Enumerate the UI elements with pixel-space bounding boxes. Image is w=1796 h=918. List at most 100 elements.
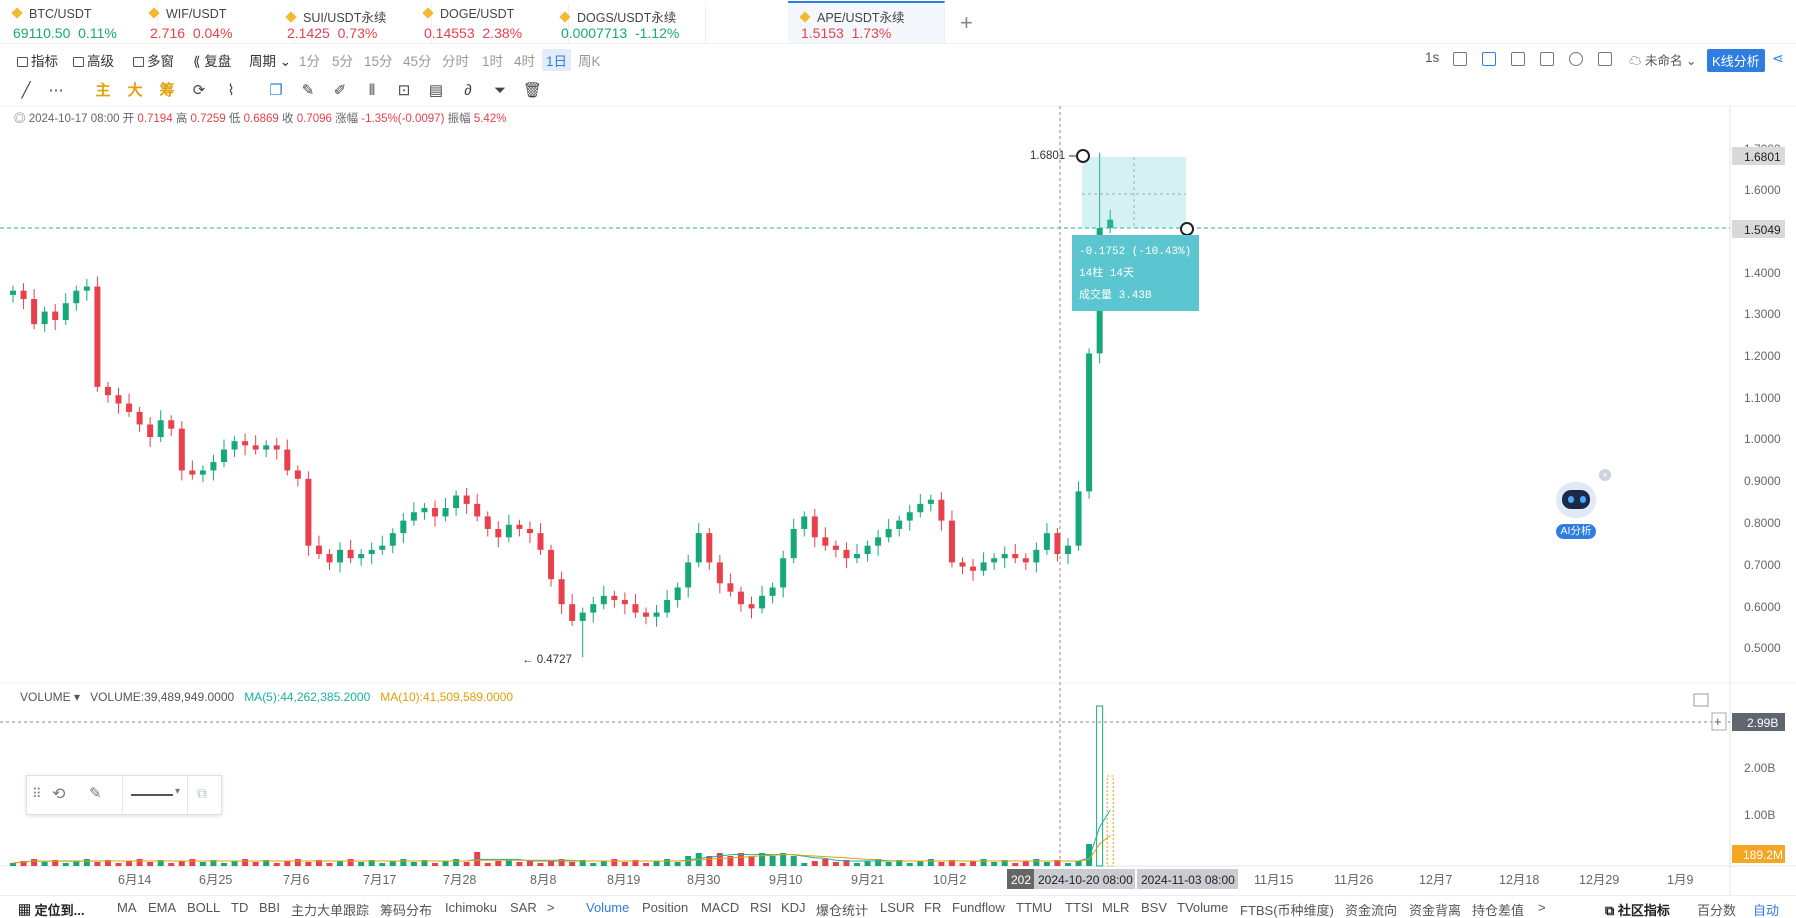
- interval-timeline[interactable]: 分时: [442, 54, 469, 69]
- interval-1h[interactable]: 1时: [482, 54, 504, 69]
- sub-fundflow[interactable]: Fundflow: [952, 900, 1005, 915]
- interval-45m[interactable]: 45分: [403, 54, 432, 69]
- sub-fr[interactable]: FR: [924, 900, 942, 915]
- cloud-save-dropdown[interactable]: ☁ 未命名 ⌄: [1629, 50, 1696, 69]
- auto-toggle[interactable]: 自动: [1753, 903, 1780, 918]
- sub-divergence[interactable]: 资金背离: [1409, 903, 1462, 918]
- eye-icon[interactable]: ◎: [14, 113, 26, 125]
- trend-line-icon[interactable]: ╱: [21, 82, 31, 99]
- tab-btc-usdt[interactable]: BTC/USDT 69110.50 0.11%: [0, 3, 158, 43]
- ai-assistant[interactable]: AI分析: [1553, 477, 1599, 541]
- filter-icon[interactable]: ⏷: [493, 82, 506, 99]
- ai-close-icon[interactable]: ×: [1599, 469, 1611, 481]
- sub-kdj[interactable]: KDJ: [781, 900, 806, 915]
- sub-tvolume[interactable]: TVolume: [1177, 900, 1229, 915]
- interval-week[interactable]: 周K: [578, 54, 601, 69]
- sub-bsv[interactable]: BSV: [1141, 900, 1168, 915]
- interval-15m[interactable]: 15分: [364, 54, 393, 69]
- add-tab-icon[interactable]: +: [960, 10, 973, 35]
- ind-sar[interactable]: SAR: [510, 900, 537, 915]
- kline-analysis-button[interactable]: K线分析: [1707, 49, 1765, 72]
- candle-icon[interactable]: ⫴: [368, 82, 376, 99]
- sub-volume[interactable]: Volume: [586, 900, 630, 915]
- candle-body: [1054, 533, 1061, 555]
- template-icon[interactable]: [1511, 52, 1525, 66]
- sub-ttsi[interactable]: TTSI: [1065, 900, 1094, 915]
- sub-oi-diff[interactable]: 持仓差值: [1472, 903, 1525, 918]
- candle-body: [263, 445, 270, 450]
- ind-chips[interactable]: 筹码分布: [380, 903, 433, 918]
- tab-ape-usdt-perp[interactable]: APE/USDT永续 1.5153 1.73%: [788, 1, 945, 43]
- volume-bar: [706, 856, 713, 866]
- ind-td[interactable]: TD: [231, 900, 249, 915]
- locate-button[interactable]: ▦ 定位到...: [18, 900, 84, 918]
- volume-indicator-dropdown[interactable]: VOLUME ▾: [20, 690, 81, 704]
- candle-body: [854, 554, 860, 559]
- sub-rsi[interactable]: RSI: [750, 900, 772, 915]
- multi-window-button[interactable]: 多窗: [133, 50, 174, 70]
- sub-ftbs[interactable]: FTBS(币种维度): [1240, 903, 1334, 918]
- ind-ema[interactable]: EMA: [148, 900, 177, 915]
- more-dots-icon[interactable]: ⋯: [48, 82, 64, 99]
- edit-pen-icon[interactable]: ✎: [89, 785, 102, 802]
- community-indicators-button[interactable]: ⧉ 社区指标: [1605, 900, 1670, 918]
- add-line-icon[interactable]: [1711, 712, 1727, 731]
- share-icon[interactable]: ⋖: [1772, 50, 1784, 66]
- ind-ichimoku[interactable]: Ichimoku: [445, 900, 498, 915]
- chips-button[interactable]: 筹: [159, 82, 175, 99]
- seconds-toggle[interactable]: 1s: [1425, 50, 1440, 65]
- sub-macd[interactable]: MACD: [701, 900, 740, 915]
- sub-fund-flow-cn[interactable]: 资金流向: [1345, 903, 1398, 918]
- lock-icon[interactable]: ⊡: [397, 82, 411, 99]
- settings-gear-icon[interactable]: [1569, 52, 1583, 66]
- line-style-select[interactable]: [131, 794, 173, 796]
- measure-handle-end[interactable]: [1180, 222, 1194, 236]
- percent-toggle[interactable]: 百分数: [1697, 903, 1737, 918]
- sub-liquidation[interactable]: 爆仓统计: [816, 903, 869, 918]
- period-dropdown[interactable]: 周期 ⌄: [249, 50, 291, 70]
- interval-1d[interactable]: 1日: [542, 49, 572, 71]
- sub-position[interactable]: Position: [642, 900, 689, 915]
- indicators-button[interactable]: 指标: [17, 50, 58, 70]
- tab-dogs-usdt-perp[interactable]: DOGS/USDT永续 0.0007713 -1.12%: [548, 3, 706, 43]
- sub-lsur[interactable]: LSUR: [880, 900, 915, 915]
- drag-handle-icon[interactable]: ⠿: [32, 786, 42, 801]
- chevron-down-icon[interactable]: ▾: [175, 786, 181, 797]
- measure-range-box[interactable]: [1082, 157, 1186, 228]
- cycle-icon[interactable]: ⟳: [192, 82, 206, 99]
- advanced-button[interactable]: 高级: [73, 50, 114, 70]
- ruler-icon[interactable]: ✎: [301, 82, 315, 99]
- note-icon[interactable]: ▤: [428, 82, 444, 99]
- tab-doge-usdt[interactable]: DOGE/USDT 0.14553 2.38%: [411, 3, 569, 43]
- camera-icon[interactable]: [1453, 52, 1467, 66]
- ind-boll[interactable]: BOLL: [187, 900, 221, 915]
- tab-sui-usdt-perp[interactable]: SUI/USDT永续 2.1425 0.73%: [274, 3, 432, 43]
- interval-4h[interactable]: 4时: [514, 54, 536, 69]
- layer-icon[interactable]: ⧉: [197, 785, 207, 801]
- tab-wif-usdt[interactable]: WIF/USDT 2.716 0.04%: [137, 3, 295, 43]
- ind-big-order[interactable]: 主力大单跟踪: [291, 903, 370, 918]
- replay-button[interactable]: ⟪ 复盘: [193, 50, 231, 70]
- pen-icon[interactable]: [1482, 52, 1496, 66]
- ind-ma[interactable]: MA: [117, 900, 137, 915]
- layout-icon[interactable]: [1540, 52, 1554, 66]
- sub-mlr[interactable]: MLR: [1102, 900, 1130, 915]
- ind-bbi[interactable]: BBI: [259, 900, 280, 915]
- main-inds-more[interactable]: >: [547, 900, 555, 915]
- sub-ttmu[interactable]: TTMU: [1016, 900, 1053, 915]
- expand-pane-icon[interactable]: [1693, 693, 1709, 707]
- magnet-icon[interactable]: ∂: [464, 82, 472, 99]
- trash-icon[interactable]: 🗑: [523, 82, 543, 99]
- interval-5m[interactable]: 5分: [332, 54, 354, 69]
- measure-handle-start[interactable]: [1076, 149, 1090, 163]
- main-chart-button[interactable]: 主: [95, 82, 111, 99]
- pencil-icon[interactable]: ✐: [333, 82, 347, 99]
- brush-icon[interactable]: ⌇: [227, 82, 235, 99]
- big-order-button[interactable]: 大: [127, 82, 143, 99]
- copy-icon[interactable]: ❐: [269, 82, 283, 99]
- template-style-icon[interactable]: ⟲: [52, 786, 66, 803]
- sub-inds-more[interactable]: >: [1538, 900, 1546, 915]
- interval-1m[interactable]: 1分: [299, 54, 321, 69]
- fullscreen-icon[interactable]: [1598, 52, 1612, 66]
